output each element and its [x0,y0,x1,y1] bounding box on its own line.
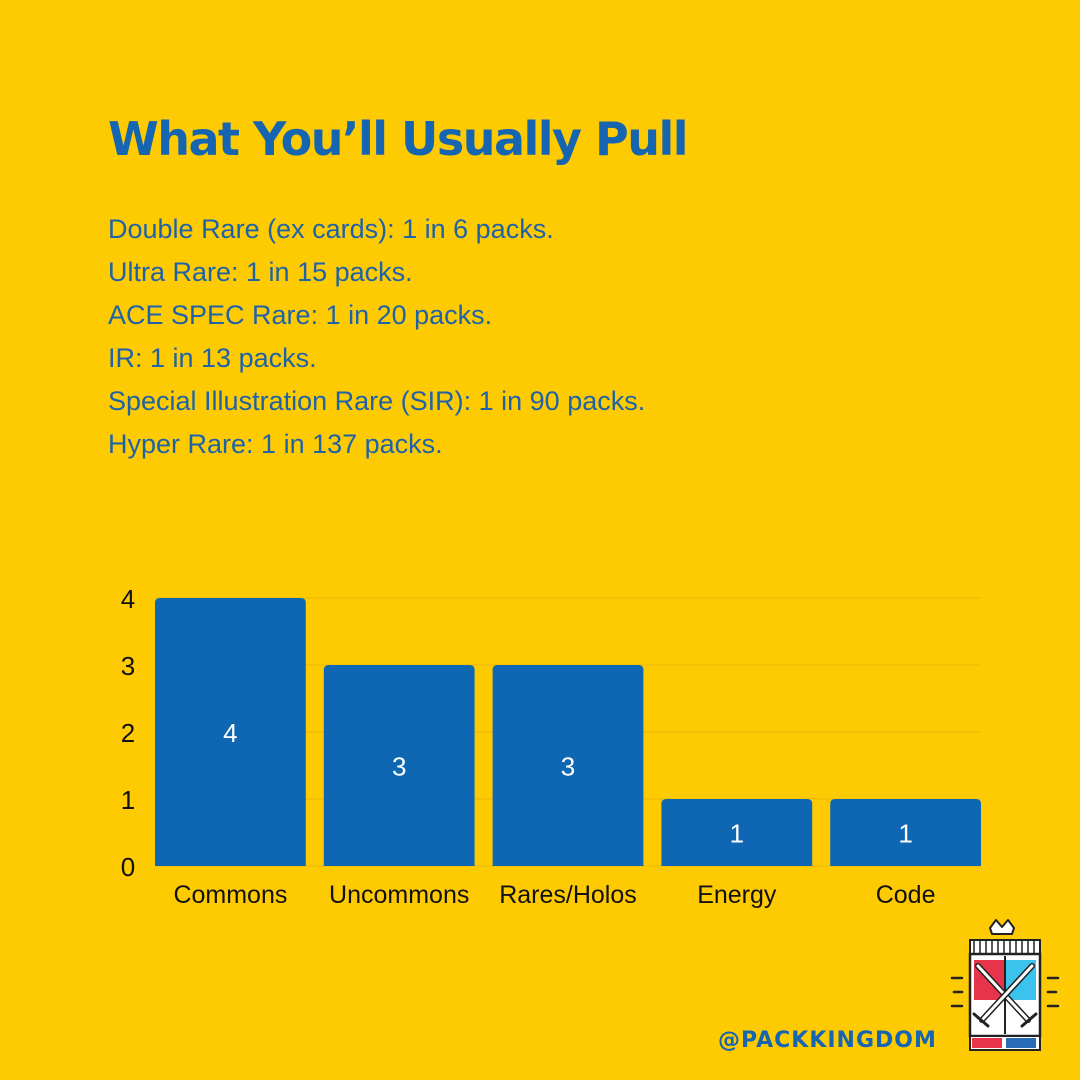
x-tick-label: Energy [697,881,777,909]
data-label: 3 [392,752,406,782]
x-tick-label: Code [876,881,936,909]
odds-item: Ultra Rare: 1 in 15 packs. [108,257,413,287]
bar-uncommons [323,665,475,866]
x-tick-label: Uncommons [329,881,469,909]
bar-rares-holos [492,665,644,866]
x-tick-label: Commons [173,881,287,909]
data-label: 1 [898,819,912,849]
pack-kingdom-crest-icon [950,919,1060,1051]
y-tick-label: 1 [121,785,135,815]
page-title: What You’ll Usually Pull [108,112,689,166]
odds-item: ACE SPEC Rare: 1 in 20 packs. [108,300,493,330]
odds-item: Double Rare (ex cards): 1 in 6 packs. [108,214,554,244]
bar-code [830,799,981,866]
data-label: 3 [561,752,575,782]
social-handle: @PACKKINGDOM [718,1028,937,1053]
y-tick-label: 0 [121,852,135,882]
bar-commons [155,598,306,866]
odds-item: IR: 1 in 13 packs. [108,343,317,373]
odds-item: Special Illustration Rare (SIR): 1 in 90… [108,386,646,416]
pack-contents-bar-chart: 0 1 2 3 4 4 Commons 3 Uncommons 3 Rares/Holos 1 Ener… [121,584,981,909]
y-tick-label: 3 [121,651,135,681]
y-tick-label: 2 [121,718,135,748]
data-label: 4 [223,718,237,748]
x-tick-label: Rares/Holos [499,881,637,909]
data-label: 1 [730,819,744,849]
odds-item: Hyper Rare: 1 in 137 packs. [108,429,443,459]
pull-odds-list: Double Rare (ex cards): 1 in 6 packs. Ul… [108,208,645,466]
bar-energy [661,799,813,866]
y-tick-label: 4 [121,584,135,614]
